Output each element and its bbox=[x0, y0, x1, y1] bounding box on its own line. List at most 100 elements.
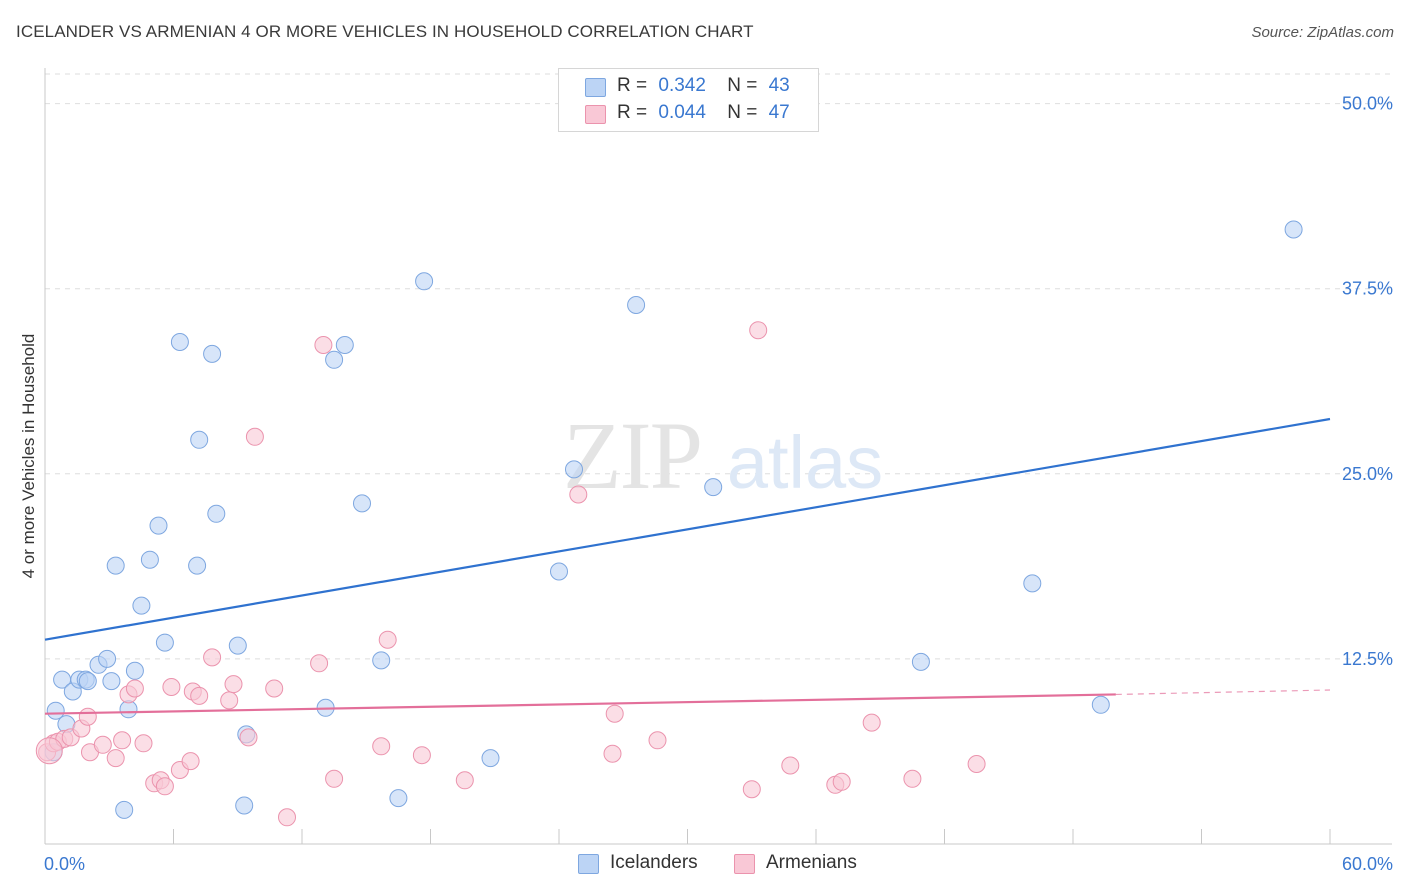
chart-title: ICELANDER VS ARMENIAN 4 OR MORE VEHICLES… bbox=[16, 22, 754, 41]
legend-r-label: R = bbox=[617, 102, 648, 123]
icelander-point bbox=[78, 672, 97, 691]
grid-lines bbox=[45, 73, 1392, 660]
icelander-point bbox=[155, 633, 174, 652]
watermark-atlas: atlas bbox=[727, 421, 883, 504]
icelander-point bbox=[550, 562, 568, 581]
armenian-point bbox=[310, 654, 329, 673]
armenian-point bbox=[749, 321, 768, 340]
icelander-point bbox=[125, 661, 144, 680]
armenian-point bbox=[134, 734, 153, 753]
icelander-point bbox=[235, 796, 254, 815]
icelander-point bbox=[170, 333, 189, 351]
y-tick-label: 50.0% bbox=[1342, 94, 1393, 114]
legend-r-value: 0.044 bbox=[658, 102, 706, 123]
icelander-point bbox=[190, 430, 209, 449]
icelander-point bbox=[627, 296, 646, 314]
y-axis-label: 4 or more Vehicles in Household bbox=[19, 333, 38, 579]
y-tick-label: 25.0% bbox=[1342, 464, 1393, 484]
armenian-point bbox=[265, 679, 284, 698]
icelander-point bbox=[335, 336, 354, 354]
legend-swatch-blue bbox=[585, 78, 606, 97]
source-label: Source: ZipAtlas.com bbox=[1251, 24, 1394, 41]
icelander-point bbox=[481, 749, 500, 768]
icelander-point bbox=[325, 350, 344, 369]
icelander-point bbox=[140, 550, 159, 569]
icelander-point bbox=[203, 344, 222, 363]
armenian-point bbox=[278, 808, 296, 827]
legend-r-label: R = bbox=[617, 75, 648, 96]
y-tick-label: 12.5% bbox=[1342, 649, 1393, 669]
armenian-point bbox=[862, 713, 881, 732]
legend-n-value: 47 bbox=[768, 102, 790, 123]
icelander-point bbox=[372, 651, 391, 670]
icelander-point bbox=[188, 556, 207, 575]
icelander-point bbox=[1091, 695, 1110, 714]
armenian-point bbox=[93, 735, 112, 754]
armenian-point bbox=[245, 427, 264, 446]
icelander-point bbox=[565, 460, 583, 479]
armenian-point bbox=[648, 731, 667, 750]
armenian-point bbox=[314, 336, 333, 354]
correlation-legend: R = 0.342 N = 43 R = 0.044 N = 47 bbox=[558, 68, 819, 132]
icelander-point bbox=[207, 504, 226, 523]
icelander-point bbox=[1023, 574, 1042, 593]
data-points bbox=[35, 220, 1303, 827]
tick-labels: 12.5% 25.0% 37.5% 50.0% 0.0% 60.0% bbox=[44, 94, 1393, 874]
icelander-point bbox=[389, 789, 408, 808]
armenian-point bbox=[832, 772, 851, 791]
armenian-point bbox=[106, 749, 125, 768]
bottom-legend-label: Armenians bbox=[766, 852, 857, 873]
armenian-point bbox=[78, 707, 97, 726]
trend-lines bbox=[44, 417, 1331, 715]
icelander-point bbox=[149, 516, 168, 535]
armenian-point bbox=[455, 771, 474, 790]
armenian-point bbox=[372, 737, 391, 756]
armenian-point bbox=[378, 630, 397, 649]
armenian-point bbox=[35, 737, 63, 765]
armenian-point bbox=[190, 686, 209, 705]
icelander-point bbox=[132, 596, 151, 615]
armenian-point bbox=[605, 704, 624, 723]
armenian-point bbox=[239, 728, 258, 747]
armenian-point bbox=[412, 746, 431, 765]
armenian-trend-line bbox=[44, 693, 1116, 715]
legend-r-value: 0.342 bbox=[658, 75, 706, 96]
icelander-point bbox=[102, 672, 121, 691]
icelander-point bbox=[115, 800, 134, 819]
armenian-point bbox=[325, 769, 344, 788]
icelander-point bbox=[98, 649, 117, 668]
armenian-point bbox=[155, 777, 174, 796]
icelander-trend-line bbox=[44, 417, 1331, 641]
armenian-point bbox=[220, 691, 239, 710]
legend-n-label: N = bbox=[727, 102, 758, 123]
armenian-point bbox=[903, 769, 922, 788]
armenian-point bbox=[125, 679, 144, 698]
icelander-point bbox=[1284, 220, 1303, 239]
bottom-legend-label: Icelanders bbox=[610, 852, 698, 873]
armenian-point bbox=[113, 731, 132, 750]
bottom-legend-swatch-pink bbox=[734, 854, 755, 874]
axes bbox=[44, 68, 1392, 845]
icelander-point bbox=[46, 701, 65, 720]
legend-n-value: 43 bbox=[768, 75, 790, 96]
icelander-point bbox=[353, 494, 371, 513]
armenian-point bbox=[203, 648, 222, 667]
armenian-trend-extension bbox=[1115, 689, 1331, 696]
icelander-point bbox=[106, 556, 125, 575]
icelander-point bbox=[911, 652, 930, 671]
bottom-legend-swatch-blue bbox=[578, 854, 599, 874]
armenian-point bbox=[181, 752, 200, 771]
icelander-point bbox=[704, 478, 723, 497]
x-tick-label: 60.0% bbox=[1342, 854, 1393, 874]
armenian-point bbox=[569, 485, 588, 504]
armenian-point bbox=[603, 744, 622, 763]
armenian-point bbox=[224, 675, 243, 694]
armenian-point bbox=[742, 780, 761, 799]
y-tick-label: 37.5% bbox=[1342, 279, 1393, 299]
armenian-point bbox=[967, 755, 986, 773]
icelander-point bbox=[415, 272, 434, 291]
legend-n-label: N = bbox=[727, 75, 758, 96]
icelander-point bbox=[228, 636, 247, 655]
armenian-point bbox=[162, 678, 181, 696]
